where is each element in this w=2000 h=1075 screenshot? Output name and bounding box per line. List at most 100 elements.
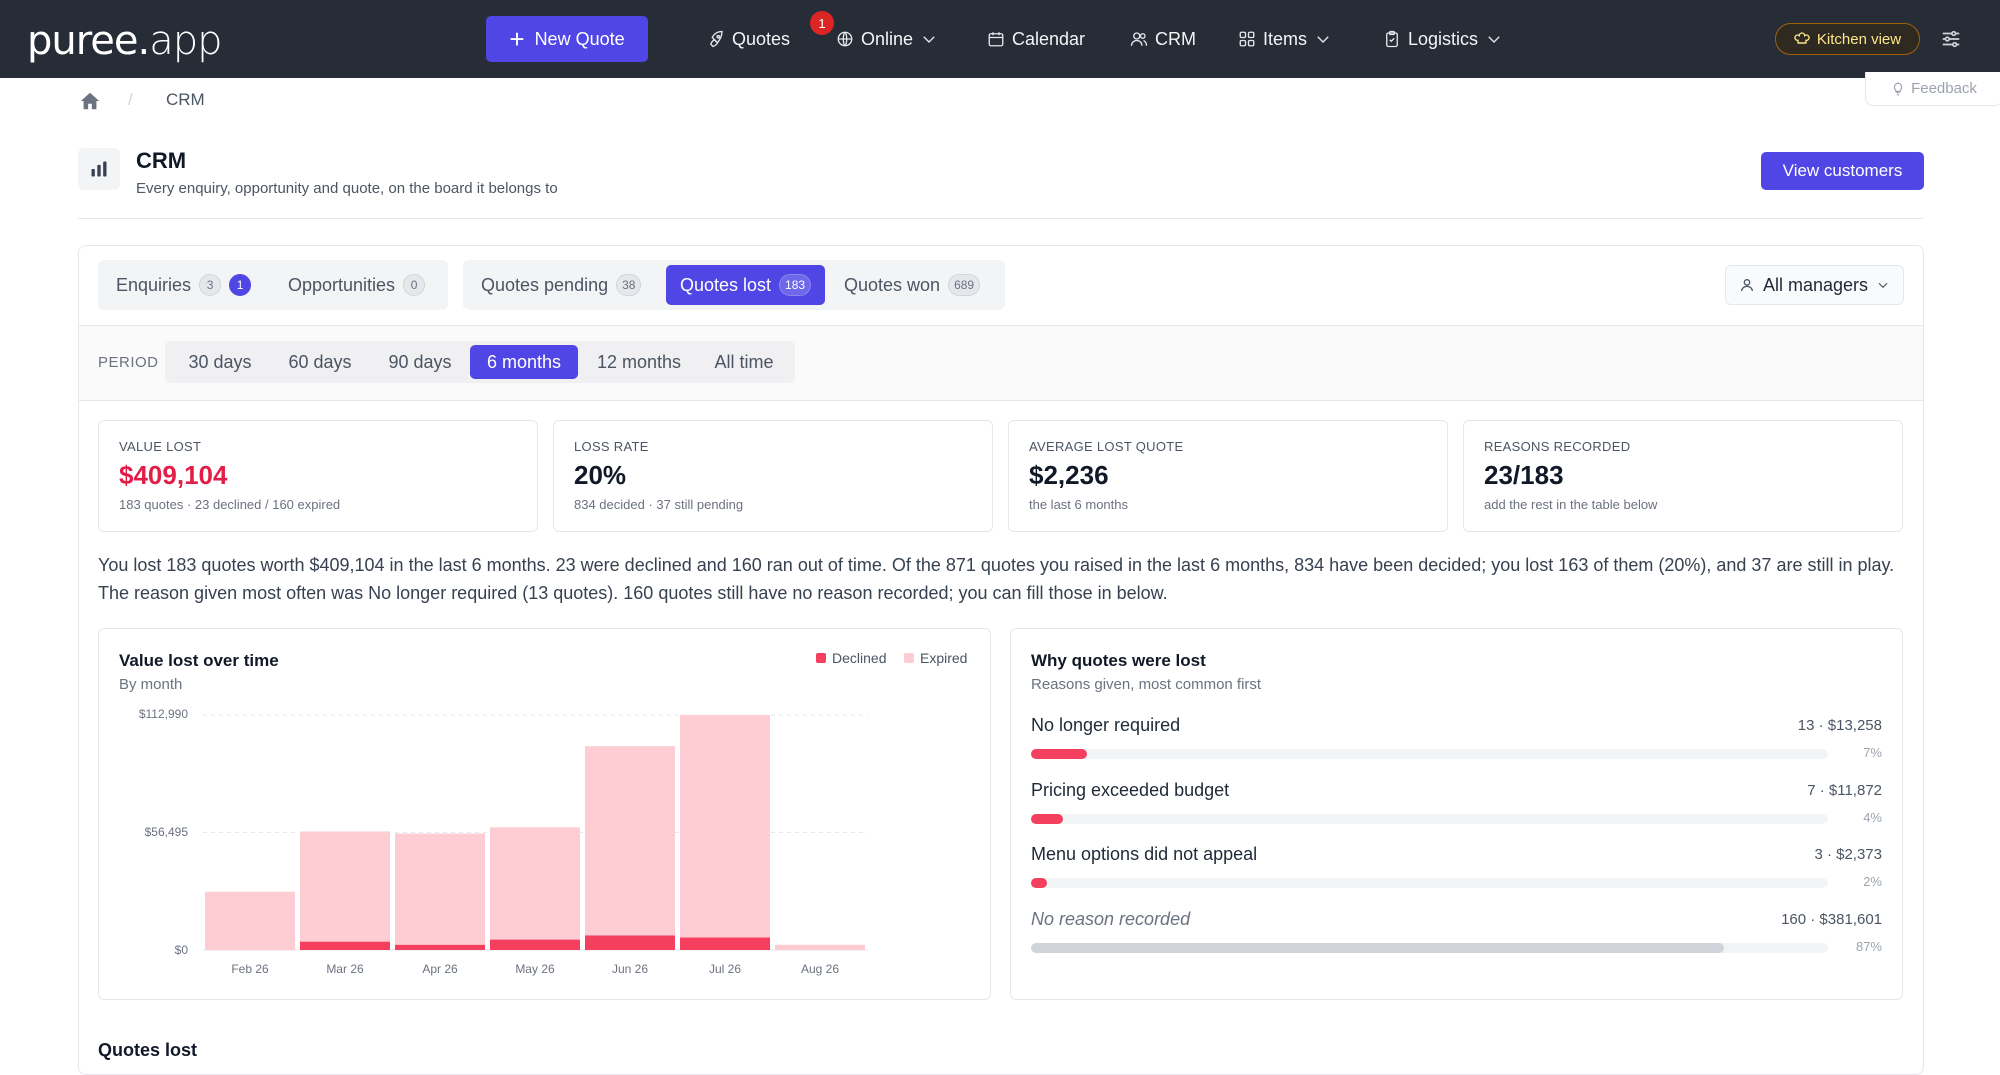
period-selector: 30 days 60 days 90 days 6 months 12 mont… — [165, 341, 795, 383]
period-option[interactable]: 12 months — [596, 351, 682, 372]
nav-items-label: Items — [1263, 28, 1308, 49]
tab-group-leads: Enquiries 3 1 Opportunities 0 — [98, 260, 448, 310]
stat-card-loss-rate: LOSS RATE 20% 834 decided · 37 still pen… — [553, 420, 993, 532]
chart-legend-expired: Expired — [904, 650, 967, 666]
nav-calendar-label: Calendar — [1012, 28, 1086, 49]
legend-label: Declined — [832, 650, 887, 666]
chevron-down-icon — [923, 36, 935, 43]
bar-declined[interactable] — [490, 939, 580, 950]
nav-online[interactable]: Online — [836, 26, 938, 52]
top-navigation-bar: puree.app + New Quote Quotes 1 Online Ca… — [0, 0, 2000, 78]
stat-label: REASONS RECORDED — [1484, 439, 1631, 454]
summary-text: You lost 183 quotes worth $409,104 in th… — [98, 555, 1895, 603]
period-label: PERIOD — [98, 354, 159, 371]
home-icon[interactable] — [79, 90, 101, 112]
bar-declined[interactable] — [395, 944, 485, 950]
tab-quotes-pending-label: Quotes pending — [481, 274, 609, 295]
x-tick-label: Mar 26 — [326, 962, 364, 976]
reason-percent: 87% — [1855, 938, 1882, 954]
legend-swatch-declined — [816, 653, 826, 663]
tab-quotes-pending[interactable]: Quotes pending 38 — [467, 265, 655, 305]
nav-quotes[interactable]: Quotes — [707, 26, 790, 52]
view-customers-button[interactable]: View customers — [1761, 152, 1924, 190]
chart-subtitle: By month — [119, 676, 183, 693]
logo-text-app: app — [149, 18, 222, 64]
stat-sub: add the rest in the table below — [1484, 497, 1658, 512]
app-logo[interactable]: puree.app — [27, 18, 223, 64]
chart-legend-declined: Declined — [816, 650, 886, 666]
reasons-subtitle: Reasons given, most common first — [1031, 676, 1262, 693]
period-option-selected[interactable]: 6 months — [470, 345, 578, 379]
user-icon — [1740, 279, 1753, 292]
reason-name: No longer required — [1031, 715, 1181, 735]
x-tick-label: Jun 26 — [612, 962, 648, 976]
kitchen-view-label: Kitchen view — [1816, 30, 1902, 48]
tab-quotes-won-label: Quotes won — [844, 274, 941, 295]
managers-select-value: All managers — [1762, 274, 1869, 295]
reason-bar-fill — [1031, 813, 1063, 824]
page-subtitle: Every enquiry, opportunity and quote, on… — [136, 180, 558, 197]
period-option[interactable]: 90 days — [388, 351, 452, 372]
nav-logistics[interactable]: Logistics — [1383, 26, 1503, 52]
tab-quotes-lost[interactable]: Quotes lost 183 — [666, 265, 826, 305]
chart-card — [98, 628, 991, 1000]
bar-expired[interactable] — [395, 833, 485, 945]
bar-declined[interactable] — [585, 935, 675, 950]
period-option[interactable]: 30 days — [188, 351, 252, 372]
tab-quotes-lost-label: Quotes lost — [680, 274, 772, 295]
stat-card-value-lost: VALUE LOST $409,104 183 quotes · 23 decl… — [98, 420, 538, 532]
x-tick-label: Apr 26 — [422, 962, 458, 976]
reasons-title: Why quotes were lost — [1031, 651, 1206, 670]
calendar-icon — [988, 32, 1004, 47]
stat-label: AVERAGE LOST QUOTE — [1029, 439, 1184, 454]
bar-expired[interactable] — [680, 715, 770, 938]
x-tick-label: Jul 26 — [709, 962, 741, 976]
chevron-down-icon — [1878, 282, 1888, 289]
bar-declined[interactable] — [300, 941, 390, 950]
reason-bar-fill — [1031, 749, 1087, 759]
y-tick-label: $112,990 — [138, 707, 188, 721]
tab-enquiries[interactable]: Enquiries 3 1 — [102, 265, 265, 305]
reason-percent: 7% — [1863, 745, 1882, 760]
bar-expired[interactable] — [775, 944, 865, 950]
bar-declined[interactable] — [680, 937, 770, 950]
reason-bar-fill — [1031, 942, 1725, 953]
rocket-icon — [709, 30, 723, 48]
nav-calendar[interactable]: Calendar — [987, 26, 1085, 52]
reason-bar-fill — [1031, 878, 1047, 888]
managers-select[interactable]: All managers — [1725, 265, 1904, 305]
tab-opportunities[interactable]: Opportunities 0 — [274, 265, 439, 305]
page-title: CRM — [136, 148, 187, 173]
tab-opportunities-count: 0 — [403, 274, 426, 296]
kitchen-view-button[interactable]: Kitchen view — [1775, 23, 1920, 55]
reason-name: Pricing exceeded budget — [1031, 779, 1230, 800]
reason-bar-track — [1031, 813, 1828, 824]
tab-quotes-won[interactable]: Quotes won 689 — [830, 265, 994, 305]
nav-items[interactable]: Items — [1238, 26, 1332, 52]
nav-crm[interactable]: CRM — [1130, 26, 1196, 52]
new-quote-button[interactable]: + New Quote — [486, 16, 648, 62]
tab-enquiries-alert-badge: 1 — [229, 274, 252, 296]
tab-quotes-won-count: 689 — [948, 274, 981, 296]
bar-expired[interactable] — [585, 746, 675, 936]
tab-group-quotes: Quotes pending 38 Quotes lost 183 Quotes… — [463, 260, 1005, 310]
value-lost-chart: Feb 26 Mar 26 Apr 26 May 26 Jun 26 Jul 26 Aug … — [203, 714, 868, 976]
feedback-label: Feedback — [1911, 80, 1977, 97]
stat-value: $2,236 — [1029, 460, 1109, 490]
bar-expired[interactable] — [490, 827, 580, 940]
x-tick-label: Feb 26 — [231, 962, 269, 976]
reason-bar-track — [1031, 878, 1828, 888]
y-tick-label: $0 — [174, 943, 188, 957]
sliders-icon[interactable] — [1940, 27, 1962, 51]
bar-expired[interactable] — [300, 831, 390, 942]
period-option[interactable]: 60 days — [288, 351, 352, 372]
period-option[interactable]: All time — [714, 351, 774, 372]
tab-quotes-lost-count: 183 — [779, 274, 812, 296]
plus-icon: + — [509, 24, 525, 54]
tab-opportunities-label: Opportunities — [288, 274, 396, 295]
tab-enquiries-label: Enquiries — [116, 274, 192, 295]
reason-count-value: 7 · $11,872 — [1807, 781, 1882, 799]
bar-expired[interactable] — [205, 891, 295, 950]
feedback-button[interactable]: Feedback — [1865, 72, 2000, 106]
chevron-down-icon — [1488, 36, 1500, 43]
